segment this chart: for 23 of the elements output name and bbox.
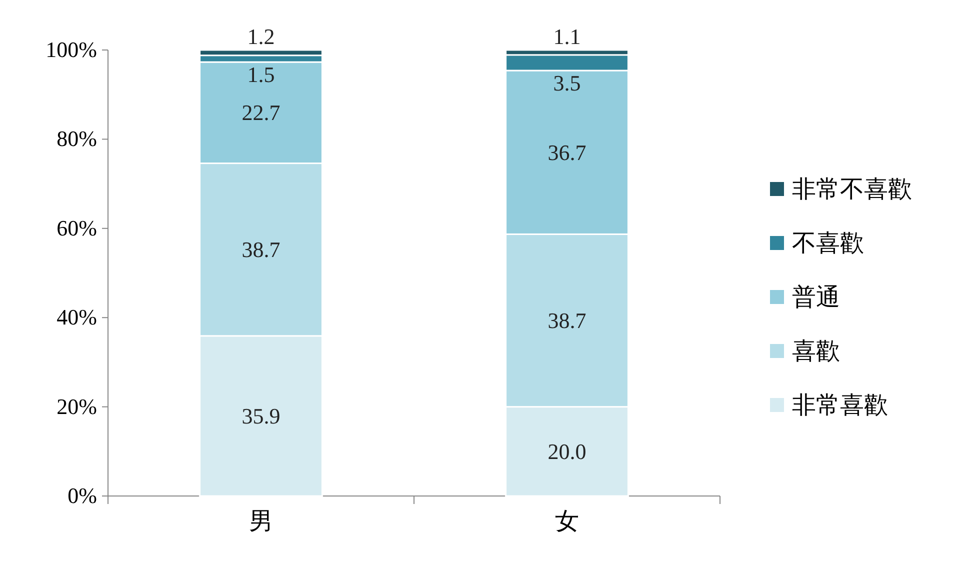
legend-label: 不喜歡 <box>792 231 864 257</box>
data-label: 20.0 <box>548 438 586 464</box>
legend-label: 非常喜歡 <box>792 393 888 419</box>
data-label: 1.5 <box>247 62 275 88</box>
legend-label: 喜歡 <box>792 339 840 365</box>
data-label: 1.2 <box>247 24 275 49</box>
y-tick-label: 80% <box>56 126 97 152</box>
data-label: 36.7 <box>548 140 586 165</box>
data-label: 1.1 <box>553 24 581 49</box>
data-label: 3.5 <box>553 70 581 96</box>
legend-label: 普通 <box>792 284 840 311</box>
y-tick-label: 100% <box>46 37 97 62</box>
data-label: 35.9 <box>242 403 280 428</box>
x-tick-label: 女 <box>555 509 579 535</box>
data-label: 22.7 <box>242 100 280 126</box>
y-tick-label: 20% <box>56 394 97 419</box>
x-tick-label: 男 <box>249 509 273 535</box>
data-label: 38.7 <box>242 237 280 262</box>
y-tick-label: 0% <box>68 483 97 508</box>
legend-label: 非常不喜歡 <box>792 177 912 203</box>
y-tick-label: 60% <box>56 215 97 240</box>
data-label: 38.7 <box>548 308 586 333</box>
y-tick-label: 40% <box>56 304 97 330</box>
